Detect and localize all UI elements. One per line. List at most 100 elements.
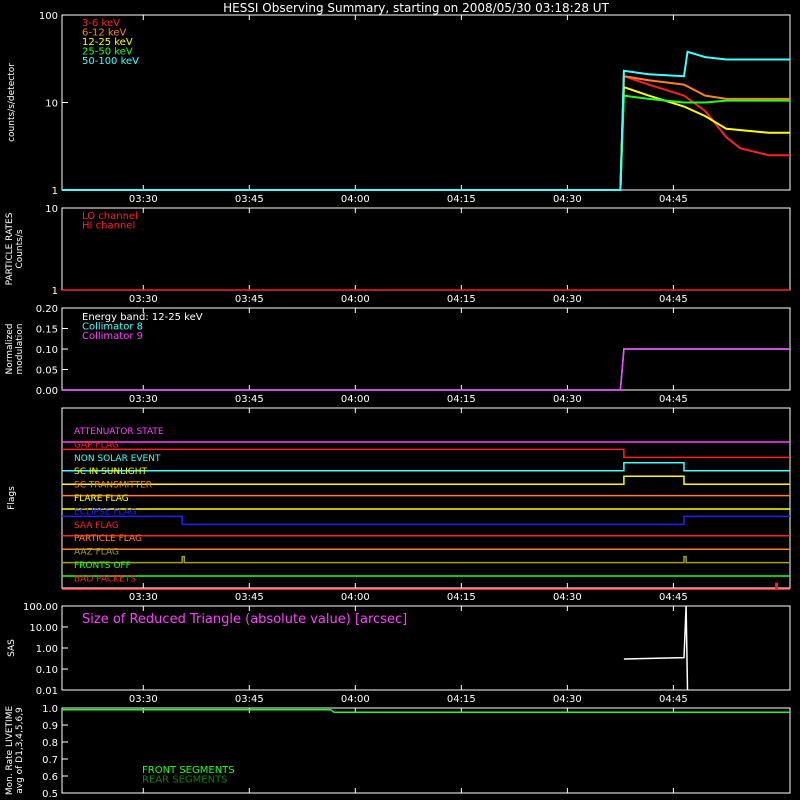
y-tick-label: 0.6 bbox=[42, 772, 58, 783]
y-axis-label: PARTICLE RATES bbox=[5, 212, 15, 285]
y-axis-label: Flags bbox=[7, 486, 17, 510]
x-tick-label: 03:30 bbox=[129, 592, 158, 603]
x-tick-label: 04:30 bbox=[553, 294, 582, 305]
x-tick-label: 04:15 bbox=[447, 394, 476, 405]
flag-label: FLARE FLAG bbox=[74, 494, 129, 504]
x-tick-label: 04:45 bbox=[659, 194, 688, 205]
legend-entry: Energy band: 12-25 keV bbox=[82, 312, 203, 323]
flag-label: GAP FLAG bbox=[74, 440, 119, 450]
x-tick-label: 03:30 bbox=[129, 294, 158, 305]
legend-entry: HI channel bbox=[82, 221, 135, 232]
flag-label: PARTICLE FLAG bbox=[74, 534, 142, 544]
series-line bbox=[62, 348, 790, 391]
flag-label: SAA FLAG bbox=[74, 521, 119, 531]
x-tick-label: 04:45 bbox=[659, 592, 688, 603]
y-tick-label: 100.00 bbox=[23, 602, 58, 613]
x-tick-label: 04:15 bbox=[447, 194, 476, 205]
y-tick-label: 0.8 bbox=[42, 738, 58, 749]
y-tick-label: 0.20 bbox=[36, 304, 58, 315]
legend-entry: 6-12 keV bbox=[82, 28, 126, 39]
flag-line bbox=[62, 475, 790, 485]
livetime-frame bbox=[61, 707, 791, 794]
x-tick-label: 04:30 bbox=[553, 592, 582, 603]
y-tick-label: 0.10 bbox=[36, 665, 58, 676]
y-tick-label: 0.05 bbox=[36, 366, 58, 377]
flags-frame bbox=[61, 407, 791, 589]
y-axis-label: Normalized bbox=[5, 323, 15, 374]
series-line bbox=[62, 708, 790, 714]
x-tick-label: 03:45 bbox=[235, 694, 264, 705]
legend-entry: 12-25 keV bbox=[82, 37, 133, 48]
x-tick-label: 04:15 bbox=[447, 294, 476, 305]
legend-entry: LO channel bbox=[82, 211, 138, 222]
y-tick-label: 10 bbox=[45, 99, 58, 110]
series-line bbox=[62, 348, 790, 391]
series-line bbox=[62, 75, 790, 191]
flag-line bbox=[62, 555, 790, 564]
y-tick-label: 10 bbox=[45, 204, 58, 215]
y-tick-label: 1 bbox=[52, 286, 58, 297]
x-tick-label: 04:30 bbox=[553, 394, 582, 405]
flag-label: BAD PACKETS bbox=[74, 574, 136, 584]
legend-entry: 3-6 keV bbox=[82, 18, 120, 29]
flag-label: SC IN SUNLIGHT bbox=[74, 467, 148, 477]
y-tick-label: 1 bbox=[52, 186, 58, 197]
x-tick-label: 04:15 bbox=[447, 694, 476, 705]
legend-entry: 50-100 keV bbox=[82, 56, 139, 67]
y-axis-label: counts/s/detector bbox=[7, 63, 17, 142]
y-tick-label: 0.00 bbox=[36, 386, 58, 397]
y-axis-label: SAS bbox=[7, 639, 17, 657]
flag-label: ECLIPSE FLAG bbox=[74, 507, 137, 517]
flag-label: SC TRANSMITTER bbox=[74, 481, 152, 491]
x-tick-label: 04:45 bbox=[659, 694, 688, 705]
y-axis-label: Counts/s bbox=[15, 229, 25, 268]
legend-entry: FRONT SEGMENTS bbox=[142, 765, 235, 776]
x-tick-label: 04:15 bbox=[447, 592, 476, 603]
legend-entry: Collimator 8 bbox=[82, 322, 143, 333]
y-tick-label: 0.10 bbox=[36, 345, 58, 356]
y-tick-label: 1.00 bbox=[36, 644, 58, 655]
y-tick-label: 0.9 bbox=[42, 721, 58, 732]
legend-entry: Collimator 9 bbox=[82, 331, 143, 342]
flag-line bbox=[62, 448, 790, 459]
flag-line bbox=[62, 582, 790, 591]
y-tick-label: 100 bbox=[39, 11, 58, 22]
y-axis-label: avg of D1,3,4,5,6,9 bbox=[15, 707, 25, 794]
y-tick-label: 0.01 bbox=[36, 686, 58, 697]
x-tick-label: 04:30 bbox=[553, 194, 582, 205]
series-line bbox=[62, 74, 790, 191]
x-tick-label: 04:00 bbox=[341, 394, 370, 405]
flag-label: AAZ FLAG bbox=[74, 548, 119, 558]
legend-entry: 25-50 keV bbox=[82, 47, 133, 58]
x-tick-label: 04:45 bbox=[659, 294, 688, 305]
y-axis-label: modulation bbox=[15, 324, 25, 375]
y-tick-label: 0.7 bbox=[42, 755, 58, 766]
particles-frame bbox=[61, 207, 791, 291]
x-tick-label: 04:00 bbox=[341, 294, 370, 305]
y-tick-label: 10.00 bbox=[29, 623, 58, 634]
y-tick-label: 0.5 bbox=[42, 789, 58, 800]
x-tick-label: 04:00 bbox=[341, 694, 370, 705]
x-tick-label: 04:45 bbox=[659, 394, 688, 405]
legend-entry: REAR SEGMENTS bbox=[142, 775, 228, 786]
x-tick-label: 03:30 bbox=[129, 394, 158, 405]
x-tick-label: 04:30 bbox=[553, 694, 582, 705]
y-tick-label: 1.0 bbox=[42, 704, 58, 715]
x-tick-label: 03:30 bbox=[129, 194, 158, 205]
chart-title: HESSI Observing Summary, starting on 200… bbox=[223, 1, 609, 15]
x-tick-label: 03:30 bbox=[129, 694, 158, 705]
panel-annotation: Size of Reduced Triangle (absolute value… bbox=[82, 612, 407, 627]
series-line bbox=[623, 605, 689, 691]
x-tick-label: 04:00 bbox=[341, 194, 370, 205]
series-line bbox=[62, 94, 790, 191]
x-tick-label: 03:45 bbox=[235, 194, 264, 205]
x-tick-label: 03:45 bbox=[235, 394, 264, 405]
y-axis-label: Mon. Rate LIVETIME bbox=[5, 706, 15, 796]
x-tick-label: 03:45 bbox=[235, 294, 264, 305]
x-tick-label: 04:00 bbox=[341, 592, 370, 603]
y-tick-label: 0.15 bbox=[36, 325, 58, 336]
x-tick-label: 03:45 bbox=[235, 592, 264, 603]
flag-line bbox=[62, 515, 790, 526]
flag-line bbox=[62, 462, 790, 472]
series-line bbox=[62, 50, 790, 191]
